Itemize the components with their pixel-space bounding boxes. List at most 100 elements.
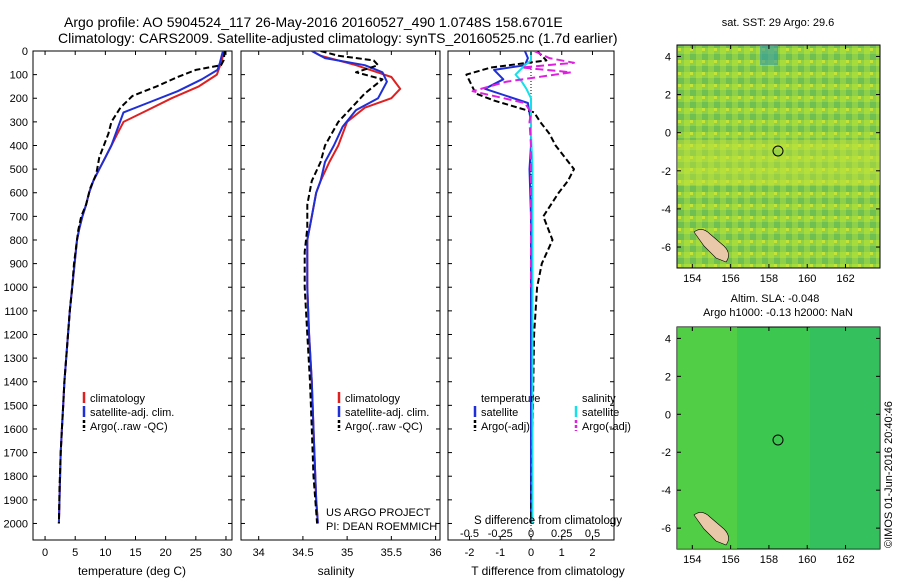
sla-land-island: [693, 512, 729, 546]
map-lon-label: 158: [760, 273, 778, 285]
legend-label-argo: Argo(..raw -QC): [90, 421, 168, 433]
x-tick-label: 34.5: [292, 547, 313, 559]
x-tick-label: 34: [253, 547, 265, 559]
series-line-salinity-satellite: [514, 51, 534, 524]
map-lon-label: 156: [721, 554, 739, 566]
x-tick-label: 30: [220, 547, 232, 559]
x-tick-label: 0: [42, 547, 48, 559]
map-lon-label: 158: [760, 554, 778, 566]
series-line-argo-raw-qc-: [303, 51, 384, 524]
x-tick-label: 1: [559, 547, 565, 559]
depth-tick-label: 200: [10, 93, 28, 105]
sla-east-shade: [810, 327, 880, 549]
sla-map: Altim. SLA: -0.048 Argo h1000: -0.13 h20…: [661, 293, 881, 566]
s-tick-label: 0: [528, 528, 534, 540]
map-lat-label: -6: [661, 523, 671, 535]
depth-tick-label: 1600: [4, 424, 28, 436]
sst-map-title: sat. SST: 29 Argo: 29.6: [722, 17, 835, 29]
sla-map-title-line2: Argo h1000: -0.13 h2000: NaN: [703, 307, 853, 319]
salinity-xlabel: salinity: [318, 564, 355, 578]
legend-label-temp-argo: Argo(-adj): [481, 421, 530, 433]
depth-tick-label: 1900: [4, 495, 28, 507]
x-tick-label: 25: [190, 547, 202, 559]
map-lon-label: 156: [721, 273, 739, 285]
x-tick-label: 35: [341, 547, 353, 559]
imos-timestamp: ©IMOS 01-Jun-2016 20:40:46: [883, 401, 895, 548]
legend-label-climatology: climatology: [90, 393, 146, 405]
map-lat-label: -2: [661, 166, 671, 178]
depth-tick-label: 500: [10, 164, 28, 176]
depth-tick-label: 600: [10, 188, 28, 200]
depth-tick-label: 1200: [4, 329, 28, 341]
depth-tick-label: 0: [22, 46, 28, 58]
sla-argo-location: [772, 434, 784, 446]
x-tick-label: 2: [589, 547, 595, 559]
sst-argo-location: [772, 145, 784, 157]
map-lat-label: -4: [661, 204, 671, 216]
x-tick-label: 10: [99, 547, 111, 559]
map-lat-label: 2: [665, 371, 671, 383]
figure-title-line1: Argo profile: AO 5904524_117 26-May-2016…: [64, 14, 563, 30]
depth-tick-label: 100: [10, 70, 28, 82]
temperature-legend: climatology satellite-adj. clim. Argo(..…: [82, 392, 174, 433]
sst-field: [676, 44, 881, 269]
series-line-satellite-adj-clim-: [306, 51, 388, 524]
map-lon-label: 162: [836, 554, 854, 566]
x-tick-label: 5: [72, 547, 78, 559]
temperature-panel: 0 5 10 15 20 25 300100200300400500600700800900…: [4, 46, 233, 578]
map-lat-label: -2: [661, 447, 671, 459]
map-lon-label: 160: [798, 554, 816, 566]
depth-tick-label: 400: [10, 140, 28, 152]
temperature-xlabel: temperature (deg C): [78, 564, 186, 578]
depth-tick-label: 1700: [4, 448, 28, 460]
depth-tick-label: 1300: [4, 353, 28, 365]
depth-tick-label: 800: [10, 235, 28, 247]
x-tick-label: 0: [528, 547, 534, 559]
depth-tick-label: 1400: [4, 377, 28, 389]
s-tick-label: -0.25: [488, 528, 513, 540]
temperature-axes: [32, 50, 233, 541]
legend-label-sal-satellite: satellite: [582, 407, 619, 419]
sla-west-shade: [677, 327, 737, 549]
legend-label-temp-satellite: satellite: [481, 407, 518, 419]
depth-tick-label: 1500: [4, 400, 28, 412]
salinity-panel: 34 34.5 35 35.5 36 salinity climatology sate…: [240, 50, 442, 578]
legend-title-temperature: temperature: [481, 393, 540, 405]
figure-title-line2: Climatology: CARS2009. Satellite-adjuste…: [58, 30, 618, 46]
map-lat-label: 0: [665, 409, 671, 421]
map-lon-label: 160: [798, 273, 816, 285]
series-line-temperature-argo-adj-: [465, 51, 575, 524]
depth-tick-label: 900: [10, 259, 28, 271]
legend-title-salinity: salinity: [582, 393, 616, 405]
map-lat-label: 0: [665, 128, 671, 140]
x-tick-label: 35.5: [381, 547, 402, 559]
depth-tick-label: 1800: [4, 471, 28, 483]
depth-tick-label: 700: [10, 211, 28, 223]
difference-xlabel: T difference from climatology: [471, 564, 625, 578]
legend-label-satellite-adj: satellite-adj. clim.: [90, 407, 174, 419]
depth-tick-label: 300: [10, 117, 28, 129]
series-line-argo-raw-qc-: [57, 51, 226, 524]
map-lat-label: -6: [661, 242, 671, 254]
difference-legend: temperature salinity satellite Argo(-adj…: [473, 393, 631, 433]
legend-label-climatology: climatology: [345, 393, 401, 405]
map-lat-label: 4: [665, 51, 671, 63]
project-label: US ARGO PROJECT: [326, 507, 431, 519]
sst-map: sat. SST: 29 Argo: 29.6 154 156 158 160 162 4…: [661, 17, 881, 285]
sst-land-island: [693, 229, 729, 263]
pi-label: PI: DEAN ROEMMICH: [326, 521, 437, 533]
sst-cool-patch: [760, 45, 778, 65]
depth-tick-label: 2000: [4, 518, 28, 530]
map-lon-label: 154: [683, 554, 701, 566]
map-lon-label: 154: [683, 273, 701, 285]
x-tick-label: 20: [160, 547, 172, 559]
legend-label-sal-argo: Argo(-adj): [582, 421, 631, 433]
map-lat-label: 4: [665, 333, 671, 345]
map-lon-label: 162: [836, 273, 854, 285]
s-tick-label: -0.5: [460, 528, 479, 540]
depth-tick-label: 1000: [4, 282, 28, 294]
salinity-legend: climatology satellite-adj. clim. Argo(..…: [337, 392, 429, 433]
map-lat-label: -4: [661, 485, 671, 497]
difference-panel: -2 -1 0 1 2 -0.5 -0.25 0 0.25 0.5 S difference fr…: [447, 50, 631, 578]
map-lat-label: 2: [665, 90, 671, 102]
